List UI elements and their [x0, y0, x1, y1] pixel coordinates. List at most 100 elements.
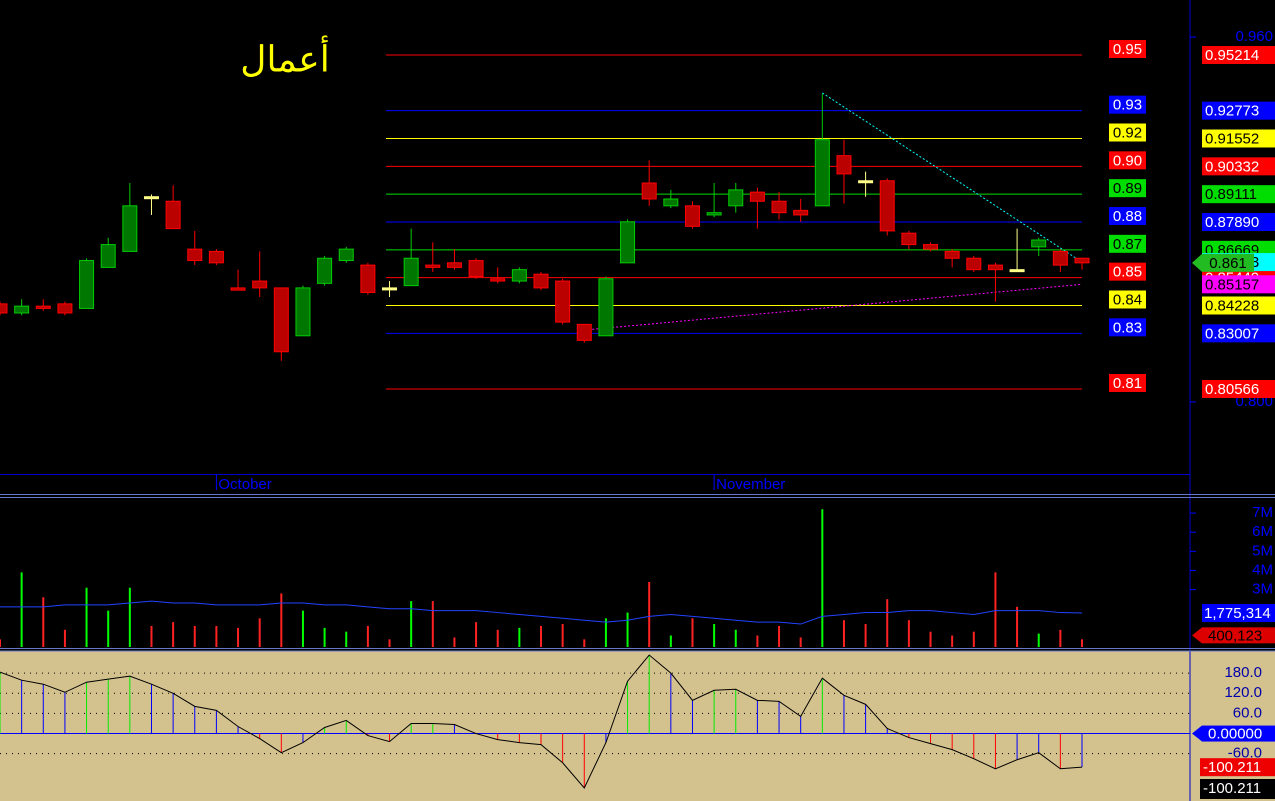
candle-body [100, 244, 116, 268]
last-price-box [1202, 253, 1254, 272]
candle-body [1052, 250, 1068, 266]
level-label: 0.85 [1113, 264, 1142, 281]
level-axis-label-box [1202, 157, 1275, 176]
candle-body [468, 260, 484, 278]
candle-body [966, 257, 982, 271]
zero-arrow [1192, 725, 1202, 742]
y-tick-label: 60.0 [1233, 704, 1262, 721]
level-axis-label-box [1202, 185, 1275, 204]
candle-body [555, 280, 571, 323]
level-axis-label: 0.83007 [1205, 325, 1259, 342]
y-tick-label: 0.00000 [1208, 726, 1262, 743]
candle-body [0, 303, 8, 314]
candle-body [317, 257, 333, 284]
y-tick-label: 6M [1252, 523, 1273, 540]
zero-box [1202, 725, 1275, 742]
oscillator-pane [0, 651, 1190, 801]
candle-body [446, 262, 462, 268]
candle-body [987, 264, 1003, 271]
level-axis-label-box [1202, 379, 1275, 398]
level-label-box [1109, 151, 1146, 170]
trendline [584, 283, 1083, 331]
level-label-box [1109, 318, 1146, 337]
osc-last-label: -100.211 [1203, 759, 1261, 776]
candle-body [57, 303, 73, 314]
candle-body [641, 182, 657, 200]
candle-body [165, 200, 181, 230]
level-label: 0.81 [1113, 375, 1142, 392]
level-axis-label: 0.92773 [1205, 103, 1259, 120]
y-tick-label: 7M [1252, 504, 1273, 521]
level-axis-label: 0.80566 [1205, 381, 1259, 398]
volume-arrow [1192, 627, 1202, 644]
candle-body [360, 264, 376, 293]
candle-body [230, 287, 246, 291]
candle-body [793, 209, 809, 216]
ma-label-box [1202, 604, 1275, 623]
candle-body [749, 191, 765, 202]
candle-body [836, 155, 852, 175]
candle-body [295, 287, 311, 337]
candle-body [490, 278, 506, 282]
candle-body [208, 250, 224, 264]
candle-body [598, 278, 614, 337]
level-label-box [1109, 123, 1146, 142]
volume-ma [0, 600, 1083, 625]
level-label: 0.95 [1113, 41, 1142, 58]
candle-body [511, 269, 527, 282]
level-label: 0.93 [1113, 97, 1142, 114]
osc-last-box [1200, 758, 1275, 777]
trendline-axis-label: 0.85157 [1205, 276, 1259, 293]
level-axis-label-box [1202, 101, 1275, 120]
candle-body [143, 196, 159, 200]
last-price-label: 0.861 [1209, 255, 1247, 272]
level-label-box [1109, 373, 1146, 392]
candle-body [923, 244, 939, 250]
osc-value-box [1200, 779, 1275, 799]
level-label: 0.89 [1113, 180, 1142, 197]
candle-body [14, 305, 30, 314]
last-price-arrow [1192, 253, 1202, 272]
candle-body [187, 248, 203, 262]
y-tick-label: 0.960 [1235, 28, 1273, 45]
level-axis-label: 0.91552 [1205, 130, 1259, 147]
candle-body [663, 198, 679, 207]
candle-body [338, 248, 354, 262]
candle-body [728, 189, 744, 207]
level-label: 0.90 [1113, 152, 1142, 169]
y-tick-label: -60.0 [1228, 745, 1262, 762]
level-label: 0.84 [1113, 291, 1142, 308]
candle-body [858, 180, 874, 184]
candle-body [620, 221, 636, 264]
candle-body [252, 280, 268, 289]
x-tick-label: October [218, 476, 271, 493]
candle-body [706, 212, 722, 216]
candle-body [576, 323, 592, 341]
candle-body [403, 257, 419, 287]
candle-body [684, 205, 700, 227]
level-axis-label-box [1202, 45, 1275, 64]
candle-body [382, 287, 398, 291]
candle-body [771, 200, 787, 214]
level-axis-label: 0.90332 [1205, 158, 1259, 175]
level-axis-label-box [1202, 129, 1275, 148]
candle-body [944, 250, 960, 259]
level-label: 0.83 [1113, 319, 1142, 336]
candle-body [879, 180, 895, 232]
candle-body [35, 305, 51, 309]
volume-last-label: 400,123 [1208, 627, 1262, 644]
level-label: 0.88 [1113, 208, 1142, 225]
candle-body [273, 287, 289, 353]
oscillator-line [0, 654, 1083, 789]
y-tick-label: 4M [1252, 561, 1273, 578]
y-tick-label: 3M [1252, 581, 1273, 598]
candle-body [1009, 269, 1025, 273]
x-tick-label: November [716, 476, 785, 493]
level-label: 0.87 [1113, 236, 1142, 253]
level-label: 0.92 [1113, 124, 1142, 141]
y-tick-label: 5M [1252, 542, 1273, 559]
level-label-box [1109, 95, 1146, 114]
candle-body [1074, 257, 1090, 264]
level-axis-label: 0.84228 [1205, 297, 1259, 314]
osc-value-label: -100.211 [1203, 780, 1261, 797]
